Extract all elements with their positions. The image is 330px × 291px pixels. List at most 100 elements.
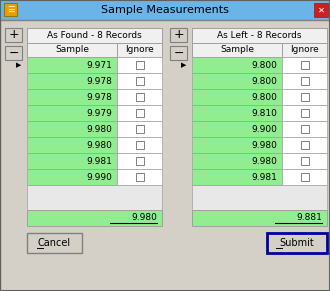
Bar (27, 169, 117, 185)
Bar (301, 77, 309, 85)
Bar (192, 43, 282, 57)
Text: 9.810: 9.810 (251, 109, 277, 118)
Text: ▶: ▶ (181, 62, 187, 68)
Bar (27, 233, 82, 253)
Bar (136, 157, 144, 165)
Bar (301, 125, 309, 133)
Bar (117, 121, 162, 137)
Bar (4, 3, 17, 16)
Bar (282, 153, 327, 169)
Bar (170, 46, 187, 60)
Bar (267, 233, 327, 253)
Bar (282, 169, 327, 185)
Text: Sample: Sample (220, 45, 254, 54)
Text: ☰: ☰ (7, 5, 14, 14)
Text: ✕: ✕ (317, 6, 324, 15)
Text: −: − (173, 47, 184, 59)
Bar (27, 137, 117, 153)
Bar (282, 89, 327, 105)
Text: Submit: Submit (280, 238, 314, 248)
Bar (27, 210, 162, 226)
Text: +: + (173, 29, 184, 42)
Bar (301, 61, 309, 69)
Bar (27, 89, 117, 105)
Text: 9.980: 9.980 (86, 125, 112, 134)
Bar (136, 173, 144, 181)
Bar (117, 105, 162, 121)
Bar (301, 157, 309, 165)
Text: 9.981: 9.981 (86, 157, 112, 166)
Bar (192, 28, 327, 43)
Bar (136, 61, 144, 69)
Bar (136, 125, 144, 133)
Text: 9.800: 9.800 (251, 61, 277, 70)
Bar (282, 105, 327, 121)
Text: −: − (8, 47, 19, 59)
Bar (192, 57, 282, 73)
Text: 9.981: 9.981 (251, 173, 277, 182)
Text: Sample: Sample (55, 45, 89, 54)
Bar (192, 121, 282, 137)
Bar (314, 3, 328, 17)
Bar (192, 89, 282, 105)
Text: As Found - 8 Records: As Found - 8 Records (47, 31, 142, 40)
Bar (117, 89, 162, 105)
Bar (282, 57, 327, 73)
Bar (192, 153, 282, 169)
Bar (192, 169, 282, 185)
Bar (117, 43, 162, 57)
Bar (27, 73, 117, 89)
Bar (27, 28, 162, 43)
Bar (282, 73, 327, 89)
Text: Ignore: Ignore (290, 45, 319, 54)
Text: Ignore: Ignore (125, 45, 154, 54)
Text: Cancel: Cancel (37, 238, 71, 248)
Text: Sample Measurements: Sample Measurements (101, 5, 229, 15)
Bar (0, 0, 330, 20)
Bar (136, 77, 144, 85)
Text: 9.990: 9.990 (86, 173, 112, 182)
Bar (282, 137, 327, 153)
Bar (170, 28, 187, 42)
Text: 9.979: 9.979 (86, 109, 112, 118)
Text: 9.881: 9.881 (296, 214, 322, 223)
Bar (27, 185, 162, 210)
Text: +: + (8, 29, 19, 42)
Bar (136, 141, 144, 149)
Bar (117, 153, 162, 169)
Text: 9.980: 9.980 (86, 141, 112, 150)
Text: 9.980: 9.980 (251, 157, 277, 166)
Bar (192, 73, 282, 89)
Bar (192, 185, 327, 210)
Bar (282, 121, 327, 137)
Bar (192, 137, 282, 153)
Bar (27, 153, 117, 169)
Bar (27, 43, 117, 57)
Text: 9.980: 9.980 (131, 214, 157, 223)
Bar (192, 105, 282, 121)
Bar (136, 93, 144, 101)
Bar (301, 173, 309, 181)
Bar (136, 109, 144, 117)
Bar (117, 73, 162, 89)
Bar (117, 57, 162, 73)
Text: 9.978: 9.978 (86, 93, 112, 102)
Bar (192, 210, 327, 226)
Bar (5, 46, 22, 60)
Text: As Left - 8 Records: As Left - 8 Records (217, 31, 302, 40)
Bar (117, 169, 162, 185)
Bar (5, 28, 22, 42)
Bar (27, 105, 117, 121)
Text: 9.978: 9.978 (86, 77, 112, 86)
Text: 9.980: 9.980 (251, 141, 277, 150)
Text: 9.971: 9.971 (86, 61, 112, 70)
Bar (117, 137, 162, 153)
Text: 9.800: 9.800 (251, 77, 277, 86)
Bar (282, 43, 327, 57)
Bar (301, 109, 309, 117)
Bar (301, 93, 309, 101)
Bar (301, 141, 309, 149)
Text: 9.900: 9.900 (251, 125, 277, 134)
Bar (27, 121, 117, 137)
Text: 9.800: 9.800 (251, 93, 277, 102)
